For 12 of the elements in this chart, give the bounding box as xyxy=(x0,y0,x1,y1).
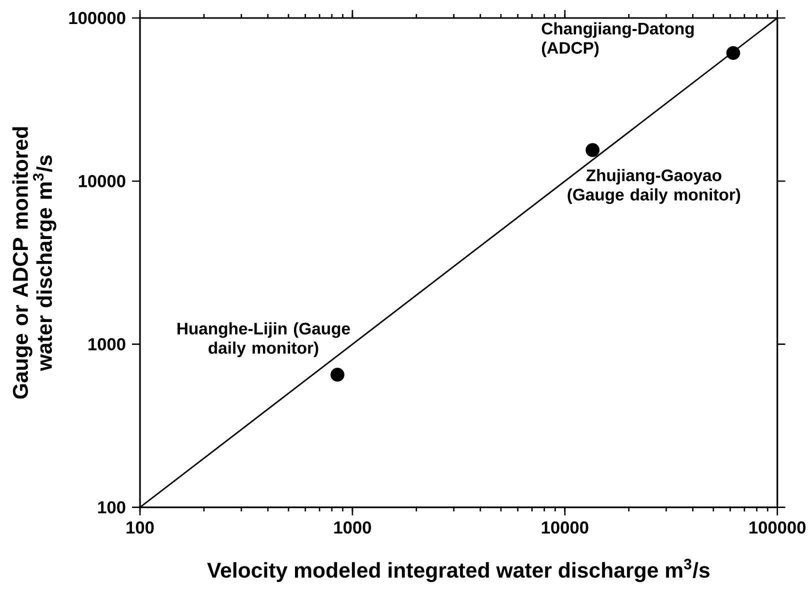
annotation: Huanghe-Lijin (Gauge daily monitor) xyxy=(178,322,350,358)
y-tick-label: 100000 xyxy=(69,12,126,24)
y-tick-label: 1000 xyxy=(88,338,126,350)
x-tick-label: 100 xyxy=(126,521,154,534)
y-tick-label: 10000 xyxy=(78,174,126,188)
x-tick-label: 10000 xyxy=(542,521,588,534)
annotation: Changjiang-Datong (ADCP) xyxy=(542,22,694,58)
x-tick-label: 100000 xyxy=(750,521,806,534)
x-axis-title: Velocity modeled integrated water discharge m$^{3}$/s xyxy=(207,558,710,582)
annotation: Zhujiang-Gaoyao (Gauge daily monitor) xyxy=(568,168,740,204)
y-tick-label: 100 xyxy=(98,501,126,514)
x-tick-label: 1000 xyxy=(334,521,372,534)
